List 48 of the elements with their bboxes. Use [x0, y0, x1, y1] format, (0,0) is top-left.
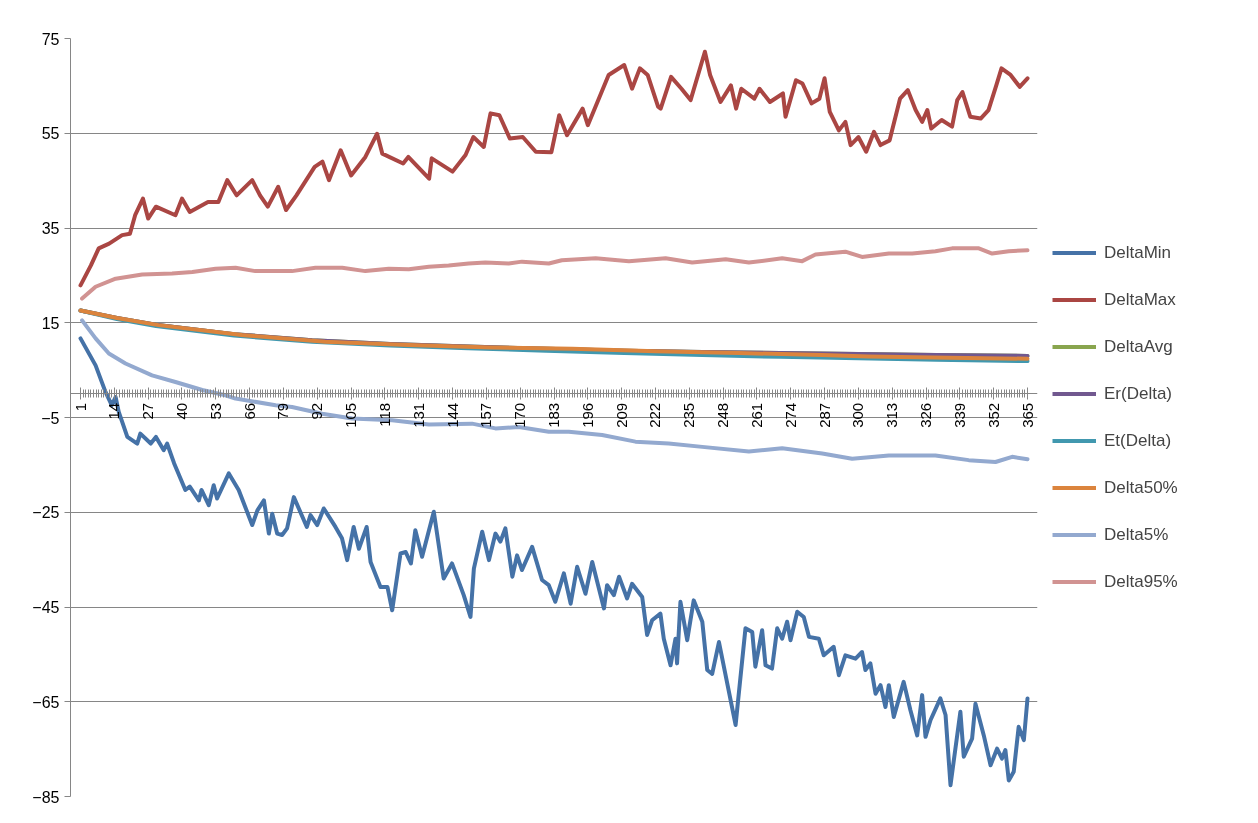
x-tick-label: 92: [308, 402, 326, 420]
x-tick-label: 183: [545, 402, 562, 428]
legend-label: Delta5%: [1104, 524, 1169, 545]
x-tick-label: 196: [578, 402, 596, 428]
x-tick-label: 274: [781, 402, 799, 428]
x-tick-label: 365: [1018, 402, 1036, 428]
y-tick-label: −85: [32, 788, 60, 806]
y-tick-label: 15: [41, 314, 60, 332]
x-tick-label: 131: [409, 402, 427, 428]
x-tick-label: 40: [172, 402, 190, 420]
x-tick-label: 287: [815, 402, 833, 428]
y-tick-label: −45: [32, 599, 60, 616]
x-tick-label: 261: [747, 402, 765, 428]
y-tick-label: 55: [41, 125, 60, 143]
x-tick-label: 118: [375, 402, 393, 427]
x-tick-label: 209: [612, 402, 630, 428]
x-tick-label: 352: [984, 402, 1002, 428]
legend-label: Et(Delta): [1104, 430, 1172, 451]
x-tick-label: 339: [950, 402, 968, 428]
line-series: [80, 246, 1030, 301]
x-tick-label: 1: [71, 402, 89, 412]
y-tick-label: −5: [41, 409, 60, 427]
x-tick-label: 27: [139, 402, 157, 420]
legend-label: DeltaMin: [1104, 242, 1172, 263]
legend-label: Er(Delta): [1104, 383, 1173, 404]
y-tick-label: 35: [41, 220, 60, 237]
legend-label: Delta50%: [1104, 477, 1178, 498]
y-tick-label: −25: [32, 504, 60, 522]
x-tick-label: 105: [342, 402, 360, 428]
x-tick-label: 53: [206, 402, 224, 420]
x-tick-label: 313: [883, 402, 901, 428]
x-tick-label: 222: [646, 402, 664, 428]
x-tick-label: 235: [680, 402, 698, 428]
x-tick-label: 79: [274, 402, 292, 420]
y-tick-label: 75: [41, 30, 60, 48]
x-tick-label: 300: [849, 402, 867, 428]
x-tick-label: 14: [105, 402, 123, 420]
legend-label: DeltaAvg: [1104, 336, 1173, 357]
line-series: [78, 49, 1030, 288]
x-tick-label: 157: [477, 402, 495, 428]
y-tick-label: −65: [32, 693, 60, 711]
x-tick-label: 248: [714, 402, 732, 428]
x-tick-label: 170: [511, 402, 529, 428]
legend-label: Delta95%: [1104, 571, 1178, 592]
x-tick-label: 326: [917, 402, 935, 428]
x-tick-label: 66: [240, 402, 258, 420]
x-tick-label: 144: [443, 402, 461, 428]
legend-label: DeltaMax: [1104, 289, 1176, 310]
